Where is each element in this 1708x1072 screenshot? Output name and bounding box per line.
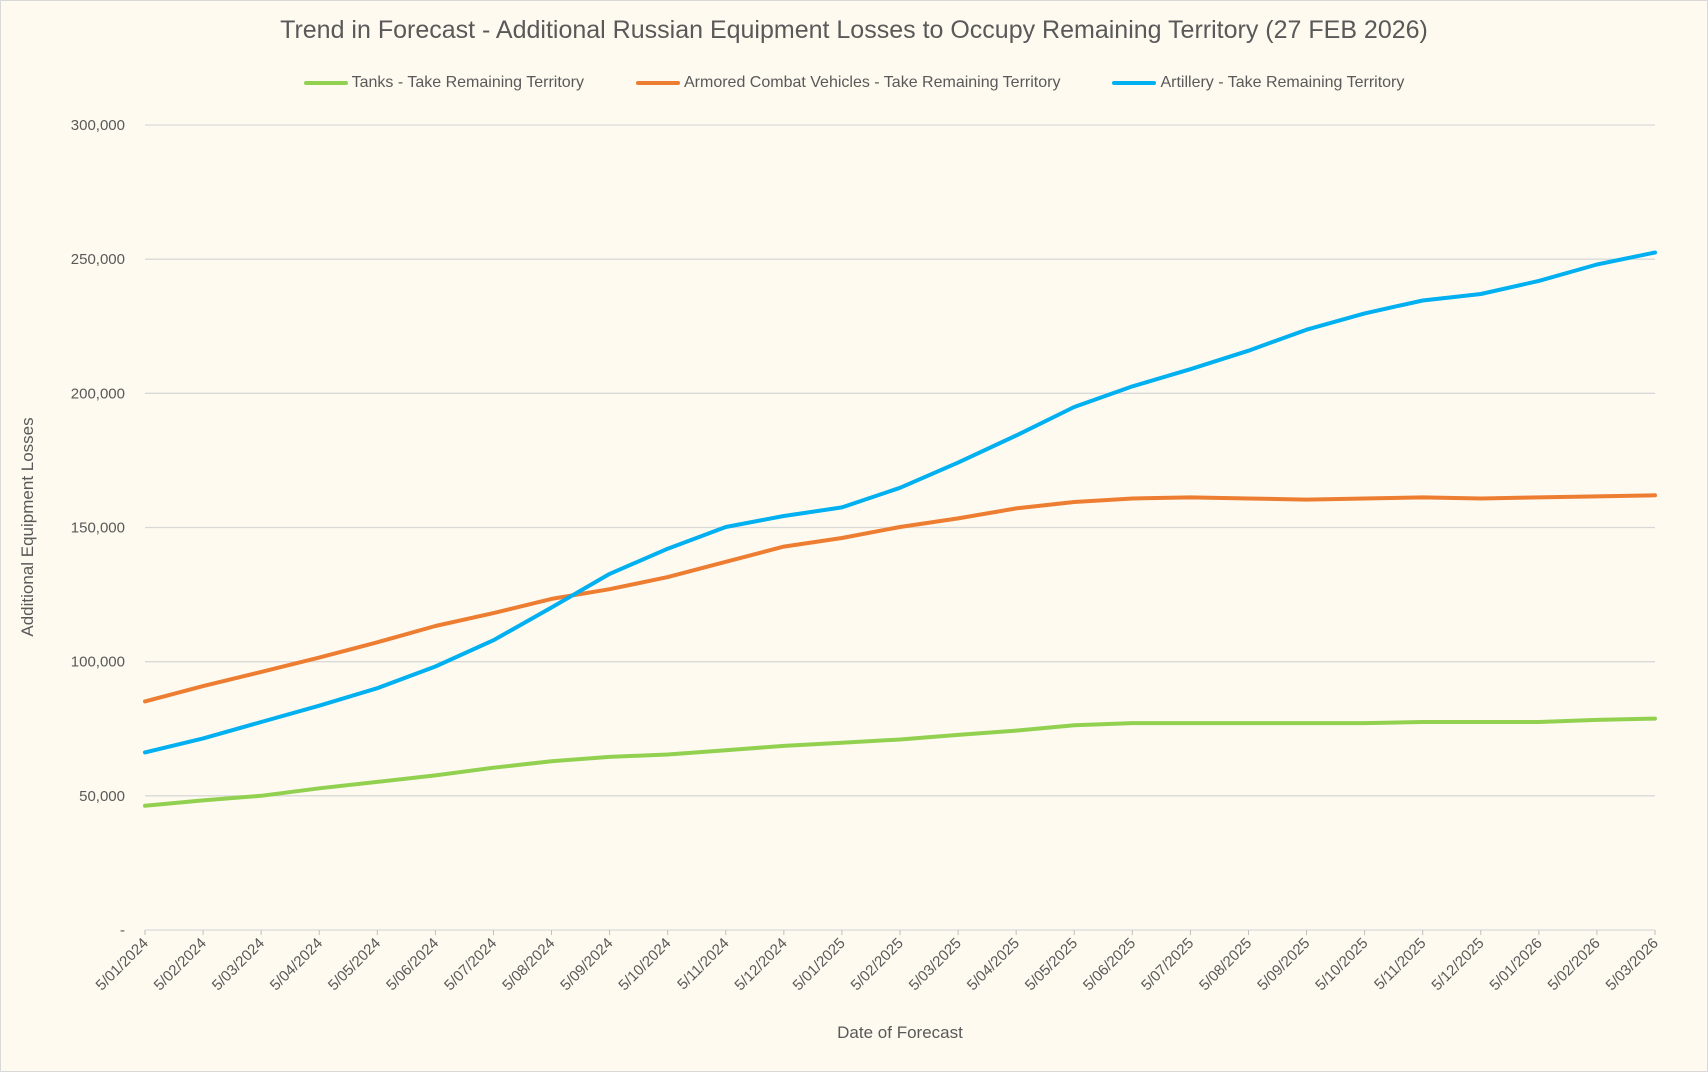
x-axis-label: Date of Forecast bbox=[837, 1023, 963, 1042]
series-line-artillery bbox=[143, 250, 1657, 755]
legend-item-artillery: Artillery - Take Remaining Territory bbox=[1112, 74, 1404, 92]
x-tick-label: 5/08/2024 bbox=[499, 935, 558, 994]
legend-swatch bbox=[1112, 81, 1157, 85]
x-tick-label: 5/05/2024 bbox=[325, 935, 384, 994]
x-tick-label: 5/07/2025 bbox=[1138, 935, 1197, 994]
y-tick-label: - bbox=[120, 922, 125, 939]
legend-item-tanks: Tanks - Take Remaining Territory bbox=[303, 74, 584, 92]
x-tick-label: 5/09/2024 bbox=[557, 935, 616, 994]
y-tick-label: 50,000 bbox=[79, 788, 125, 805]
legend-label: Artillery - Take Remaining Territory bbox=[1160, 74, 1405, 91]
x-tick-label: 5/04/2025 bbox=[964, 935, 1023, 994]
y-tick-label: 300,000 bbox=[71, 117, 125, 134]
x-tick-label: 5/01/2024 bbox=[93, 935, 152, 994]
x-tick-label: 5/02/2025 bbox=[848, 935, 907, 994]
legend-item-acv: Armored Combat Vehicles - Take Remaining… bbox=[636, 74, 1060, 92]
x-tick-label: 5/12/2024 bbox=[731, 935, 790, 994]
x-tick-label: 5/06/2025 bbox=[1080, 935, 1139, 994]
x-tick-label: 5/12/2025 bbox=[1428, 935, 1487, 994]
x-tick-label: 5/11/2025 bbox=[1371, 935, 1429, 993]
x-tick-label: 5/04/2024 bbox=[267, 935, 326, 994]
x-tick-label: 5/02/2026 bbox=[1545, 935, 1604, 994]
x-tick-label: 5/02/2024 bbox=[151, 935, 210, 994]
x-tick-label: 5/01/2025 bbox=[790, 935, 849, 994]
x-tick-label: 5/03/2024 bbox=[209, 935, 268, 994]
x-tick-label: 5/10/2025 bbox=[1312, 935, 1371, 994]
y-tick-label: 200,000 bbox=[71, 385, 125, 402]
x-tick-label: 5/11/2024 bbox=[674, 935, 732, 993]
chart-title: Trend in Forecast - Additional Russian E… bbox=[280, 16, 1428, 44]
x-tick-label: 5/05/2025 bbox=[1022, 935, 1081, 994]
y-tick-label: 150,000 bbox=[71, 520, 125, 537]
x-tick-label: 5/01/2026 bbox=[1486, 935, 1545, 994]
legend-label: Tanks - Take Remaining Territory bbox=[351, 74, 584, 91]
x-tick-label: 5/03/2026 bbox=[1603, 935, 1662, 994]
legend-label: Armored Combat Vehicles - Take Remaining… bbox=[684, 74, 1061, 91]
x-tick-label: 5/09/2025 bbox=[1254, 935, 1313, 994]
legend-swatch bbox=[303, 81, 348, 85]
x-tick-label: 5/07/2024 bbox=[441, 935, 500, 994]
x-tick-label: 5/08/2025 bbox=[1196, 935, 1255, 994]
legend-swatch bbox=[636, 81, 680, 85]
legend: Tanks - Take Remaining Territory Armored… bbox=[0, 74, 1708, 92]
x-tick-label: 5/03/2025 bbox=[906, 935, 965, 994]
y-tick-label: 250,000 bbox=[71, 251, 125, 268]
y-tick-label: 100,000 bbox=[71, 654, 125, 671]
series-line-tanks bbox=[143, 716, 1657, 808]
x-tick-label: 5/06/2024 bbox=[383, 935, 442, 994]
x-tick-label: 5/10/2024 bbox=[615, 935, 674, 994]
series-line-acv bbox=[143, 493, 1657, 704]
